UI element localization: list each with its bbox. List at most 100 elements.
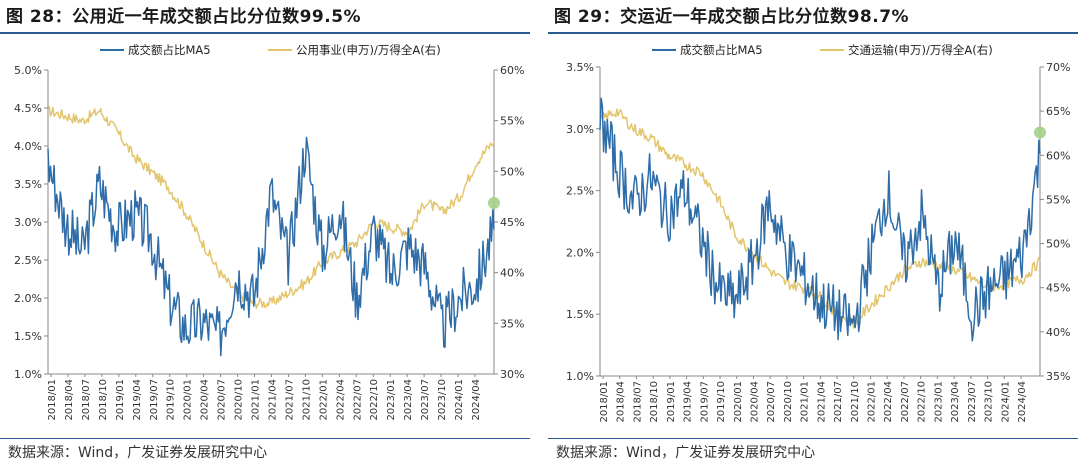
x-tick-label: 2021/10 xyxy=(850,381,861,423)
right-tick-label: 35% xyxy=(500,317,524,330)
right-tick-label: 55% xyxy=(1046,193,1070,206)
series-line-right xyxy=(48,105,495,310)
legend-label-left: 成交额占比MA5 xyxy=(128,43,211,57)
right-tick-label: 60% xyxy=(500,64,524,77)
x-tick-label: 2018/07 xyxy=(632,381,643,423)
x-tick-label: 2021/07 xyxy=(284,379,295,421)
x-tick-label: 2020/01 xyxy=(183,379,194,421)
x-tick-label: 2018/10 xyxy=(649,381,660,423)
x-tick-label: 2022/04 xyxy=(335,379,346,421)
left-tick-label: 1.0% xyxy=(14,368,42,381)
x-tick-label: 2023/07 xyxy=(967,381,978,423)
left-tick-label: 4.0% xyxy=(14,140,42,153)
x-tick-label: 2020/10 xyxy=(234,379,245,421)
x-tick-label: 2020/01 xyxy=(733,381,744,423)
x-tick-label: 2024/01 xyxy=(1000,381,1011,423)
legend-label-right: 交通运输(申万)/万得全A(右) xyxy=(848,43,993,57)
legend-label-left: 成交额占比MA5 xyxy=(680,43,763,57)
x-tick-label: 2022/01 xyxy=(867,381,878,423)
x-tick-label: 2023/01 xyxy=(933,381,944,423)
x-tick-label: 2023/04 xyxy=(950,381,961,423)
left-tick-label: 1.5% xyxy=(14,330,42,343)
source-note: 数据来源：Wind，广发证券发展研究中心 xyxy=(556,445,816,461)
legend-label-right: 公用事业(申万)/万得全A(右) xyxy=(296,43,441,57)
left-tick-label: 3.5% xyxy=(566,61,594,74)
right-tick-label: 35% xyxy=(1046,370,1070,383)
x-tick-label: 2023/10 xyxy=(437,379,448,421)
right-tick-label: 65% xyxy=(1046,105,1070,118)
right-tick-label: 45% xyxy=(500,216,524,229)
left-tick-label: 2.5% xyxy=(566,185,594,198)
left-tick-label: 2.0% xyxy=(14,292,42,305)
x-tick-label: 2023/07 xyxy=(420,379,431,421)
source-rule xyxy=(548,438,1078,439)
x-tick-label: 2021/04 xyxy=(267,379,278,421)
left-tick-label: 5.0% xyxy=(14,64,42,77)
figure-title: 图 28：公用近一年成交额占比分位数99.5% xyxy=(6,7,362,27)
x-tick-label: 2018/04 xyxy=(616,381,627,423)
x-tick-label: 2019/10 xyxy=(716,381,727,423)
chart-svg: 1.0% 1.5% 2.0% 2.5% 3.0% 3.5% 4.0% 4.5% 5.0% 30% 3… xyxy=(14,43,524,421)
left-tick-label: 3.5% xyxy=(14,178,42,191)
right-tick-label: 60% xyxy=(1046,149,1070,162)
right-tick-label: 40% xyxy=(1046,326,1070,339)
x-tick-label: 2021/01 xyxy=(251,379,262,421)
x-tick-label: 2024/04 xyxy=(1017,381,1028,423)
x-tick-label: 2019/07 xyxy=(149,379,160,421)
series-line-left xyxy=(47,136,495,357)
series-line-left xyxy=(599,97,1041,342)
x-tick-label: 2024/04 xyxy=(471,379,482,421)
x-tick-label: 2020/10 xyxy=(783,381,794,423)
x-tick-label: 2019/01 xyxy=(115,379,126,421)
x-tick-label: 2022/07 xyxy=(900,381,911,423)
x-tick-label: 2019/10 xyxy=(166,379,177,421)
latest-value-marker xyxy=(488,197,500,209)
x-tick-label: 2022/10 xyxy=(917,381,928,423)
title-rule xyxy=(0,32,530,34)
x-tick-label: 2021/07 xyxy=(833,381,844,423)
x-tick-label: 2024/01 xyxy=(454,379,465,421)
x-tick-label: 2019/04 xyxy=(132,379,143,421)
figure-title: 图 29：交运近一年成交额占比分位数98.7% xyxy=(554,7,910,27)
source-note: 数据来源：Wind，广发证券发展研究中心 xyxy=(8,445,268,461)
x-tick-label: 2020/07 xyxy=(217,379,228,421)
left-tick-label: 4.5% xyxy=(14,102,42,115)
latest-value-marker xyxy=(1034,126,1046,139)
left-tick-label: 2.5% xyxy=(14,254,42,267)
title-rule xyxy=(548,32,1078,34)
x-tick-label: 2023/04 xyxy=(403,379,414,421)
x-tick-label: 2020/04 xyxy=(200,379,211,421)
x-tick-label: 2020/07 xyxy=(766,381,777,423)
x-tick-label: 2023/10 xyxy=(984,381,995,423)
x-tick-label: 2018/01 xyxy=(599,381,610,423)
x-tick-label: 2022/01 xyxy=(318,379,329,421)
chart-svg: 1.0% 1.5% 2.0% 2.5% 3.0% 3.5% 35% 40% 45% 50% 55% 6… xyxy=(566,43,1070,423)
x-tick-label: 2018/01 xyxy=(47,379,58,421)
x-tick-label: 2019/01 xyxy=(666,381,677,423)
chart-panel-utilities: 图 28：公用近一年成交额占比分位数99.5% 1.0% 1.5% 2.0% 2.5%… xyxy=(0,0,530,466)
series-line-right xyxy=(599,108,1041,329)
right-tick-label: 30% xyxy=(500,368,524,381)
left-tick-label: 3.0% xyxy=(566,123,594,136)
right-tick-label: 40% xyxy=(500,267,524,280)
x-tick-label: 2023/01 xyxy=(386,379,397,421)
source-rule xyxy=(0,438,530,439)
right-tick-label: 70% xyxy=(1046,61,1070,74)
x-tick-label: 2021/10 xyxy=(301,379,312,421)
x-tick-label: 2019/07 xyxy=(699,381,710,423)
x-tick-label: 2021/01 xyxy=(800,381,811,423)
right-tick-label: 45% xyxy=(1046,282,1070,295)
right-tick-label: 50% xyxy=(1046,238,1070,251)
chart-panel-transport: 图 29：交运近一年成交额占比分位数98.7% 1.0% 1.5% 2.0% 2.5%… xyxy=(548,0,1078,466)
x-tick-label: 2021/04 xyxy=(816,381,827,423)
right-tick-label: 55% xyxy=(500,115,524,128)
right-tick-label: 50% xyxy=(500,165,524,178)
left-tick-label: 1.5% xyxy=(566,308,594,321)
left-tick-label: 1.0% xyxy=(566,370,594,383)
x-tick-label: 2019/04 xyxy=(683,381,694,423)
x-tick-label: 2018/07 xyxy=(81,379,92,421)
left-tick-label: 3.0% xyxy=(14,216,42,229)
x-tick-label: 2018/04 xyxy=(64,379,75,421)
x-tick-label: 2022/07 xyxy=(352,379,363,421)
x-tick-label: 2022/10 xyxy=(369,379,380,421)
